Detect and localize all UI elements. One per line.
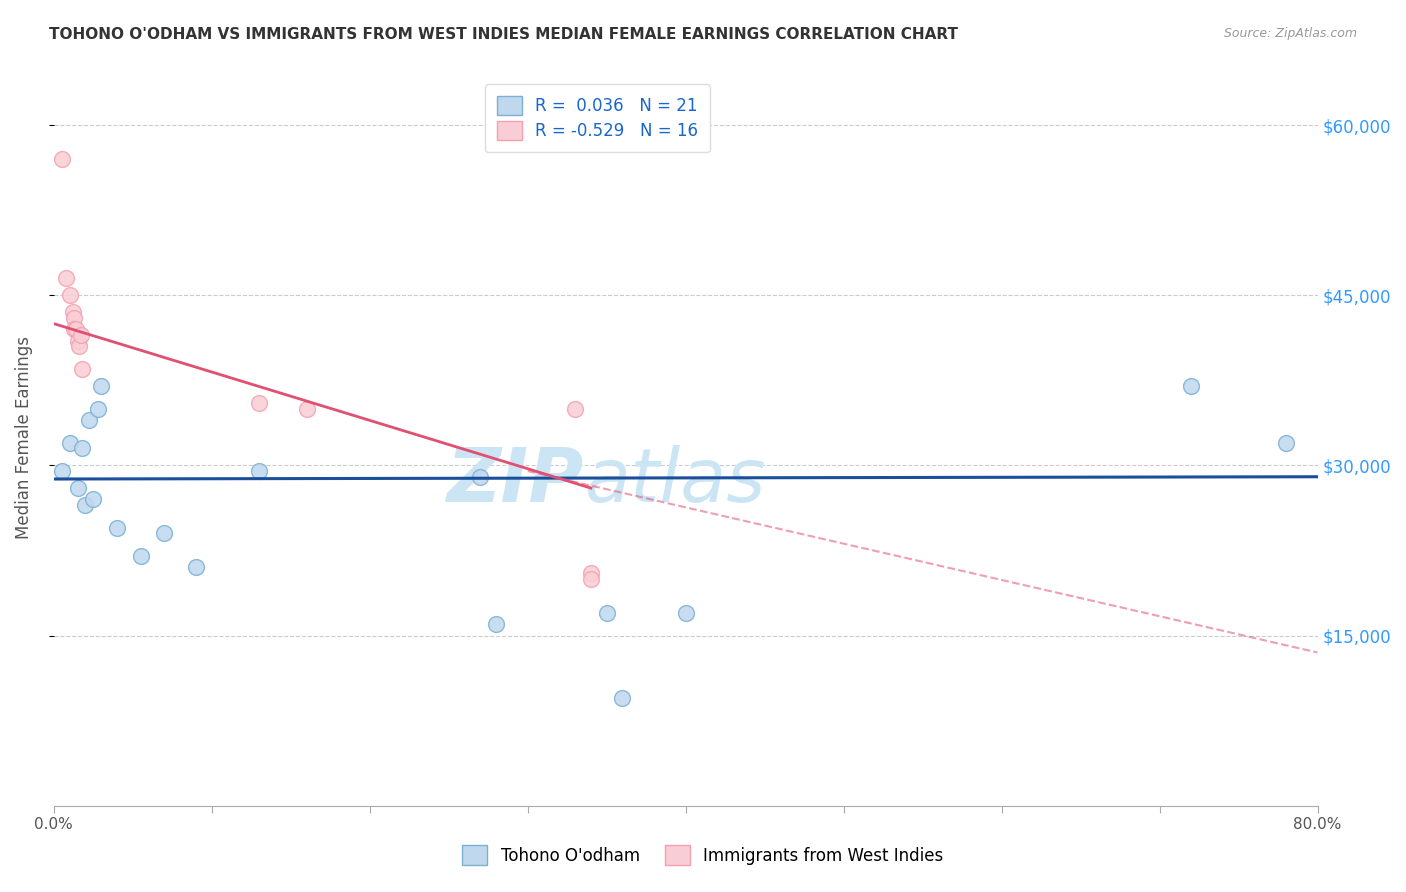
Point [153, 526, 176, 541]
Point [77, 413, 100, 427]
Point [90, 379, 112, 393]
Point [67, 339, 90, 353]
Point [65, 322, 87, 336]
Text: atlas: atlas [585, 445, 766, 517]
Point [51, 153, 73, 167]
Legend: Tohono O'odham, Immigrants from West Indies: Tohono O'odham, Immigrants from West Ind… [453, 836, 953, 875]
Text: ZIP: ZIP [447, 445, 585, 517]
Point [75, 498, 97, 512]
Y-axis label: Median Female Earnings: Median Female Earnings [15, 335, 32, 539]
Point [129, 549, 152, 563]
Point [1180, 379, 1202, 393]
Text: Source: ZipAtlas.com: Source: ZipAtlas.com [1223, 27, 1357, 40]
Point [82, 492, 104, 507]
Point [63, 310, 86, 325]
Point [184, 560, 207, 574]
Point [63, 322, 86, 336]
Text: TOHONO O'ODHAM VS IMMIGRANTS FROM WEST INDIES MEDIAN FEMALE EARNINGS CORRELATION: TOHONO O'ODHAM VS IMMIGRANTS FROM WEST I… [49, 27, 959, 42]
Point [59, 288, 82, 302]
Point [485, 617, 508, 632]
Point [612, 690, 634, 705]
Point [675, 606, 697, 620]
Point [579, 566, 602, 581]
Point [470, 469, 492, 483]
Point [72, 362, 94, 376]
Point [1275, 435, 1298, 450]
Point [579, 572, 602, 586]
Point [247, 464, 270, 478]
Point [564, 401, 586, 416]
Point [69, 328, 91, 343]
Point [72, 442, 94, 456]
Point [55, 271, 77, 285]
Point [66, 334, 89, 348]
Point [51, 464, 73, 478]
Point [105, 521, 128, 535]
Point [87, 401, 110, 416]
Point [247, 396, 270, 410]
Point [596, 606, 619, 620]
Point [59, 435, 82, 450]
Legend: R =  0.036   N = 21, R = -0.529   N = 16: R = 0.036 N = 21, R = -0.529 N = 16 [485, 84, 710, 152]
Point [295, 401, 318, 416]
Point [62, 305, 84, 319]
Point [66, 481, 89, 495]
